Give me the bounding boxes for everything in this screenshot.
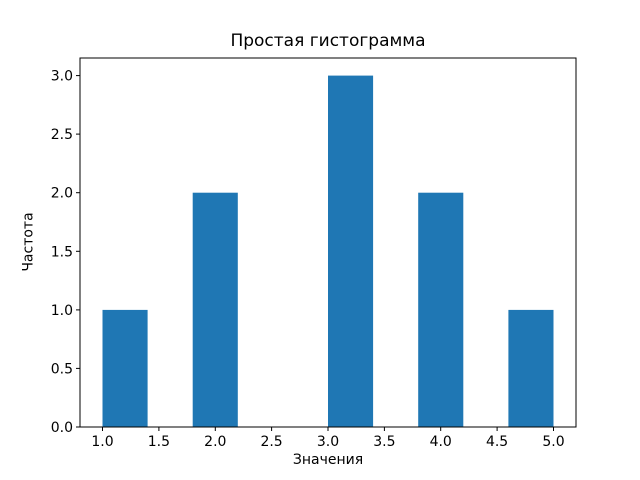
x-axis-label: Значения [292, 452, 364, 468]
y-tick-label: 1.0 [51, 303, 73, 319]
y-tick-label: 2.5 [51, 127, 73, 143]
x-tick-label: 2.5 [260, 434, 282, 450]
x-tick-label: 3.0 [317, 434, 339, 450]
x-tick-label: 1.0 [91, 434, 113, 450]
y-tick-label: 0.5 [51, 361, 73, 377]
x-tick-label: 5.0 [542, 434, 564, 450]
axes-frame [79, 57, 577, 428]
y-tick-label: 3.0 [51, 69, 73, 85]
y-tick-label: 1.5 [51, 244, 73, 260]
y-tick-label: 2.0 [51, 186, 73, 202]
histogram-bar [102, 309, 148, 427]
x-tick-label: 3.5 [373, 434, 395, 450]
x-tick-label: 2.0 [204, 434, 226, 450]
y-axis-label: Частота [20, 212, 37, 272]
histogram-bar [328, 75, 374, 427]
x-tick-label: 4.5 [486, 434, 508, 450]
y-tick-label: 0.0 [51, 420, 73, 436]
histogram-bar [418, 192, 464, 427]
chart-title: Простая гистограмма [230, 31, 426, 51]
x-tick-label: 1.5 [148, 434, 170, 450]
x-tick-label: 4.0 [430, 434, 452, 450]
histogram-bar [192, 192, 238, 427]
histogram-bar [508, 309, 554, 427]
